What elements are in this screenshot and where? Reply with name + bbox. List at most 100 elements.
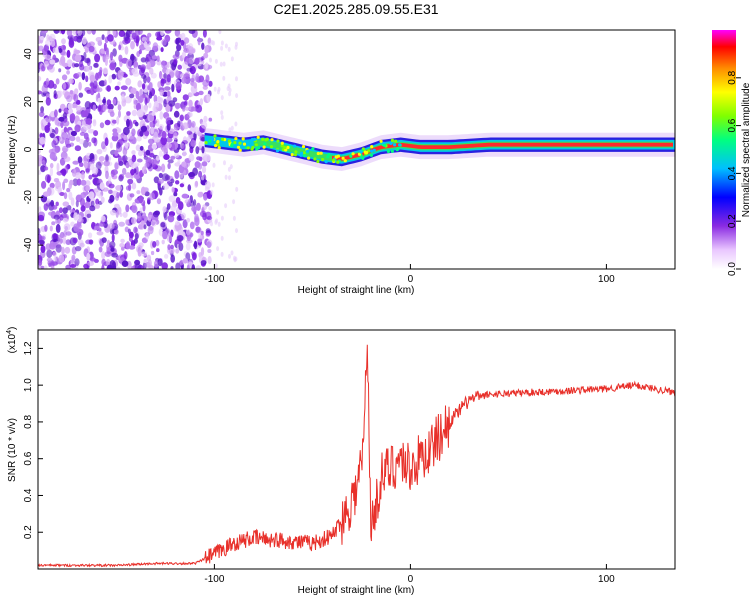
noise-blob	[135, 90, 140, 100]
noise-blob	[118, 110, 121, 118]
ridge-speckle	[242, 142, 247, 146]
snr-series-line	[38, 344, 675, 568]
noise-blob	[147, 85, 151, 91]
noise-blob	[167, 214, 175, 223]
noise-blob	[74, 63, 80, 68]
noise-blob	[98, 246, 103, 253]
ridge-speckle	[311, 147, 315, 151]
snr-y-label: SNR (10 * v/v)	[7, 418, 18, 482]
spectrogram-noise	[38, 30, 239, 269]
noise-blob	[177, 120, 181, 128]
noise-blob	[115, 209, 119, 218]
noise-blob	[54, 116, 59, 126]
noise-blob	[95, 36, 103, 43]
noise-blob	[96, 231, 104, 236]
noise-blob	[109, 62, 116, 71]
noise-blob	[151, 55, 158, 60]
noise-blob	[144, 97, 148, 105]
noise-blob	[143, 75, 147, 84]
noise-blob	[168, 247, 175, 254]
ridge-speckle	[313, 157, 317, 161]
noise-blob	[206, 215, 213, 221]
noise-blob	[86, 213, 92, 218]
noise-blob	[141, 36, 147, 42]
noise-blob	[138, 195, 144, 204]
noise-blob	[46, 175, 51, 184]
noise-blob	[94, 225, 100, 230]
noise-blob	[87, 128, 95, 134]
noise-blob	[158, 150, 163, 157]
noise-blob	[219, 61, 223, 67]
y-tick-label: 0.6	[23, 451, 34, 465]
y-tick-label: -40	[23, 237, 34, 252]
noise-blob	[129, 193, 135, 198]
noise-blob	[120, 238, 125, 243]
noise-blob	[191, 205, 198, 212]
noise-blob	[98, 156, 105, 162]
noise-blob	[177, 201, 184, 211]
noise-blob	[232, 215, 236, 221]
noise-blob	[109, 111, 115, 117]
noise-blob	[84, 201, 90, 209]
noise-blob	[38, 227, 41, 236]
noise-blob	[189, 232, 194, 237]
noise-blob	[134, 165, 139, 175]
noise-blob	[161, 163, 166, 173]
noise-blob	[96, 149, 103, 155]
noise-blob	[109, 209, 117, 216]
noise-blob	[53, 30, 60, 34]
noise-blob	[178, 242, 184, 252]
noise-blob	[136, 109, 144, 118]
noise-blob	[122, 167, 127, 175]
noise-blob	[208, 117, 213, 122]
noise-blob	[204, 181, 211, 190]
noise-blob	[220, 45, 224, 51]
noise-blob	[54, 109, 58, 118]
noise-blob	[134, 233, 139, 240]
noise-blob	[194, 217, 200, 227]
noise-blob	[114, 85, 120, 91]
noise-blob	[118, 30, 126, 37]
noise-blob	[163, 85, 171, 93]
noise-blob	[142, 212, 147, 219]
noise-blob	[60, 120, 64, 129]
noise-blob	[131, 217, 137, 225]
x-tick-label: 0	[408, 274, 414, 285]
noise-blob	[187, 46, 195, 55]
noise-blob	[88, 141, 92, 147]
ridge-speckle	[332, 158, 336, 162]
noise-blob	[183, 37, 190, 44]
noise-blob	[49, 225, 53, 232]
colorbar: 0.0 0.2 0.4 0.6 0.8 Normalized spectral ampl…	[712, 30, 750, 276]
noise-blob	[111, 169, 118, 176]
ridge-speckle	[275, 149, 280, 153]
ridge-speckle	[390, 138, 394, 142]
noise-blob	[157, 81, 162, 89]
noise-blob	[52, 233, 59, 239]
x-tick-label: -100	[204, 274, 224, 285]
noise-blob	[65, 239, 72, 246]
noise-blob	[131, 150, 136, 155]
noise-blob	[62, 218, 69, 223]
noise-blob	[68, 78, 74, 84]
noise-blob	[170, 120, 174, 125]
noise-blob	[98, 104, 102, 111]
noise-blob	[186, 67, 193, 72]
noise-blob	[142, 115, 147, 120]
noise-blob	[188, 172, 195, 178]
noise-blob	[197, 238, 203, 243]
noise-blob	[149, 192, 156, 201]
noise-blob	[103, 160, 110, 167]
noise-blob	[141, 83, 146, 90]
ridge-speckle	[250, 138, 254, 142]
noise-blob	[145, 232, 150, 240]
noise-blob	[136, 102, 141, 112]
noise-blob	[137, 80, 143, 88]
noise-blob	[166, 90, 171, 97]
colorbar-tick-label: 0.8	[727, 70, 738, 84]
noise-blob	[68, 191, 73, 201]
noise-blob	[118, 221, 125, 227]
noise-blob	[220, 215, 224, 221]
noise-blob	[71, 254, 76, 261]
noise-blob	[139, 88, 144, 97]
